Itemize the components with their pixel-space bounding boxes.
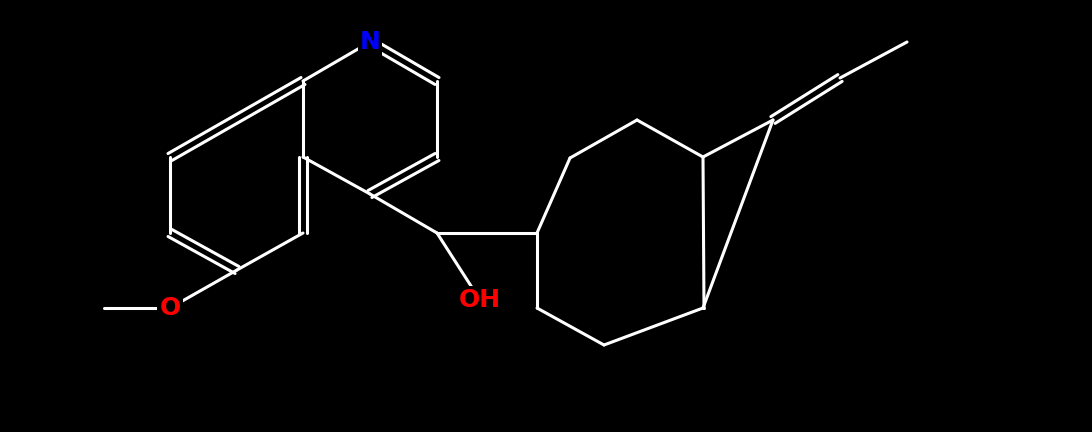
- Text: OH: OH: [459, 288, 501, 312]
- Text: N: N: [359, 30, 380, 54]
- Text: O: O: [159, 296, 180, 320]
